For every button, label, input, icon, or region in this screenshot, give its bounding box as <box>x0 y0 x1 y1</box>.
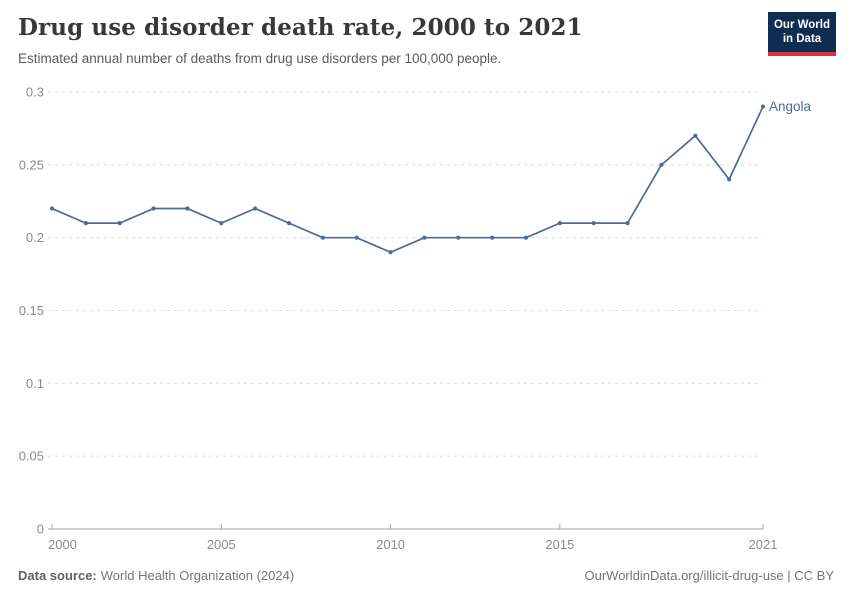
angola-data-point[interactable] <box>83 221 88 226</box>
angola-data-point[interactable] <box>625 221 630 226</box>
angola-data-point[interactable] <box>760 104 766 109</box>
angola-data-point[interactable] <box>354 235 359 240</box>
chart-subtitle: Estimated annual number of deaths from d… <box>18 51 502 66</box>
license-link[interactable]: OurWorldinData.org/illicit-drug-use | CC… <box>584 568 835 583</box>
y-axis-tick-label: 0.1 <box>26 376 44 391</box>
x-axis-tick-label: 2005 <box>207 537 236 552</box>
y-axis-tick-label: 0.25 <box>19 157 44 172</box>
data-source-value: World Health Organization (2024) <box>100 568 295 583</box>
angola-data-point[interactable] <box>117 221 122 226</box>
angola-data-point[interactable] <box>151 206 156 211</box>
x-axis-tick-label: 2015 <box>545 537 574 552</box>
chart-footer: Data source: World Health Organization (2… <box>18 568 834 583</box>
angola-data-point[interactable] <box>219 221 224 226</box>
angola-line-series[interactable] <box>51 106 764 254</box>
angola-data-point[interactable] <box>185 206 190 211</box>
x-axis-tick-label: 2000 <box>48 537 77 552</box>
angola-data-point[interactable] <box>659 162 664 167</box>
angola-data-point[interactable] <box>727 177 732 182</box>
angola-data-point[interactable] <box>49 206 55 211</box>
data-source-label: Data source: <box>18 568 97 583</box>
logo-line2: in Data <box>782 33 822 45</box>
angola-data-point[interactable] <box>693 133 698 138</box>
angola-data-point[interactable] <box>591 221 596 226</box>
angola-data-point[interactable] <box>523 235 529 240</box>
angola-data-point[interactable] <box>320 235 325 240</box>
angola-data-point[interactable] <box>456 235 461 240</box>
angola-data-point[interactable] <box>286 221 292 226</box>
page-title: Drug use disorder death rate, 2000 to 20… <box>18 14 583 41</box>
owid-logo[interactable]: Our World in Data <box>768 12 836 56</box>
angola-data-point[interactable] <box>253 206 258 211</box>
angola-data-point[interactable] <box>388 250 393 255</box>
y-axis-tick-label: 0 <box>37 522 44 537</box>
y-axis-tick-label: 0.05 <box>19 449 44 464</box>
y-axis-tick-label: 0.15 <box>19 303 44 318</box>
logo-line1: Our World <box>773 18 830 31</box>
angola-data-point[interactable] <box>557 221 562 226</box>
entity-label-angola[interactable]: Angola <box>769 99 812 114</box>
angola-data-point[interactable] <box>422 235 427 240</box>
x-axis-tick-label: 2021 <box>749 537 778 552</box>
angola-data-point[interactable] <box>490 235 495 240</box>
data-source: Data source: World Health Organization (2… <box>18 568 294 583</box>
x-axis-tick-label: 2010 <box>376 537 405 552</box>
y-axis-tick-label: 0.2 <box>26 230 44 245</box>
y-axis-tick-label: 0.3 <box>26 85 44 100</box>
